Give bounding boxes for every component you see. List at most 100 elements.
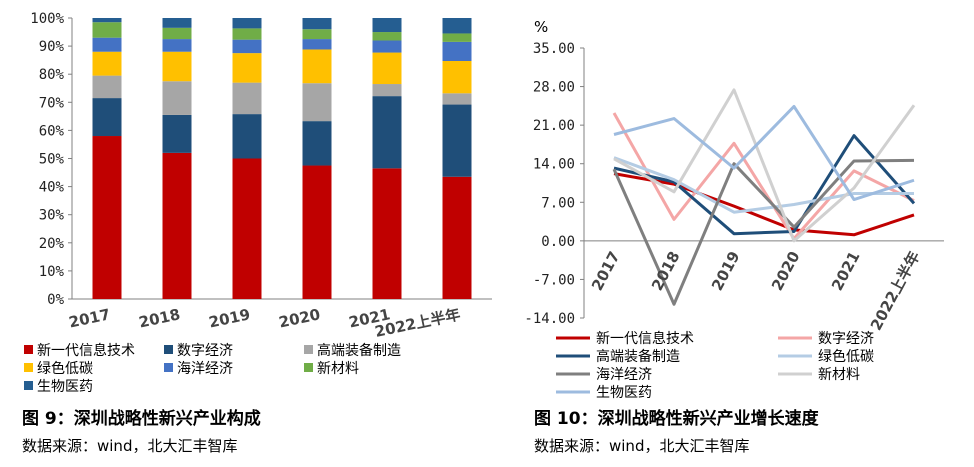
bar-segment xyxy=(302,121,332,166)
bar-segment xyxy=(302,29,332,40)
line-chart-caption: 图 10：深圳战略性新兴产业增长速度 xyxy=(534,408,820,429)
bar-y-tick-label: 30% xyxy=(39,208,65,224)
bar-segment xyxy=(162,18,192,28)
bar-y-tick-label: 60% xyxy=(39,123,65,139)
bar-segment xyxy=(442,60,472,94)
line-legend-label: 绿色低碳 xyxy=(818,348,874,365)
line-legend-label: 高端装备制造 xyxy=(596,348,680,365)
bar-y-tick-label: 0% xyxy=(47,292,64,308)
bar-legend-swatch xyxy=(164,363,173,372)
bar-legend-label: 高端装备制造 xyxy=(317,342,401,359)
bar-y-tick-label: 10% xyxy=(39,264,65,280)
bar-y-tick-label: 40% xyxy=(39,180,65,196)
bar-segment xyxy=(162,114,192,153)
bar-y-axis-ticks: 0% 10% 20% 30% 40% 50% 60% 70% 80% 90% 100% xyxy=(30,11,72,308)
bar-segment xyxy=(372,18,402,33)
bar-segment xyxy=(162,152,192,299)
bar-legend-swatch xyxy=(24,363,33,372)
bar-segment xyxy=(92,51,122,76)
bar-legend-label: 新一代信息技术 xyxy=(37,342,135,359)
bar-x-tick-label: 2018 xyxy=(137,305,182,331)
line-y-axis-ticks: 35.00 28.00 21.00 14.00 7.00 0.00 -7.00 -14.00 xyxy=(524,41,584,327)
bar-x-tick-label: 2020 xyxy=(277,305,322,331)
line-x-tick-label: 2019 xyxy=(708,248,743,293)
line-y-tick-label: -14.00 xyxy=(524,311,575,327)
bar-legend-swatch xyxy=(24,381,33,390)
bar-segment xyxy=(302,49,332,84)
bar-segment xyxy=(302,18,332,30)
bar-segment xyxy=(232,28,262,40)
bar-legend-swatch xyxy=(304,363,313,372)
line-chart: % 35.00 28.00 21.00 14.00 7.00 0.00 -7.00 -14.0… xyxy=(524,18,944,455)
bar-segment xyxy=(162,39,192,52)
bar-segment xyxy=(302,165,332,299)
bar-segment xyxy=(442,93,472,105)
stacked-bar-chart: 0% 10% 20% 30% 40% 50% 60% 70% 80% 90% 100% 2017 20… xyxy=(22,11,492,455)
bar-x-tick-label: 2017 xyxy=(67,305,112,331)
bar-segment xyxy=(442,33,472,42)
bar-segment xyxy=(92,18,122,23)
bar-segment xyxy=(302,83,332,122)
bar-segment xyxy=(162,81,192,115)
bar-y-tick-label: 80% xyxy=(39,67,65,83)
bar-y-tick-label: 50% xyxy=(39,152,65,168)
line-y-tick-label: 7.00 xyxy=(541,195,575,211)
bar-y-tick-label: 90% xyxy=(39,39,65,55)
bar-segment xyxy=(442,104,472,177)
bar-legend-swatch xyxy=(304,345,313,354)
bar-x-tick-label: 2019 xyxy=(207,305,252,331)
bar-segment xyxy=(372,84,402,97)
line-x-tick-label: 2021 xyxy=(828,248,863,293)
bar-chart-caption: 图 9：深圳战略性新兴产业构成 xyxy=(22,408,261,429)
line-y-tick-label: 21.00 xyxy=(533,118,575,134)
line-series-path xyxy=(613,104,915,202)
bar-series-group xyxy=(92,18,472,299)
bar-legend-label: 生物医药 xyxy=(37,379,93,395)
bar-segment xyxy=(92,75,122,99)
bar-segment xyxy=(232,39,262,54)
bar-segment xyxy=(162,51,192,82)
bar-segment xyxy=(442,18,472,34)
bar-segment xyxy=(232,158,262,299)
line-y-tick-label: 0.00 xyxy=(541,234,575,250)
bar-segment xyxy=(442,41,472,61)
bar-segment xyxy=(302,39,332,50)
bar-segment xyxy=(232,82,262,115)
line-series-path xyxy=(613,172,915,237)
line-series-path xyxy=(613,88,916,243)
line-x-tick-label: 2017 xyxy=(588,248,623,293)
line-series-path xyxy=(612,112,915,241)
bar-segment xyxy=(372,52,402,85)
bar-y-tick-label: 100% xyxy=(30,11,64,27)
bar-segment xyxy=(92,37,122,52)
bar-segment xyxy=(162,27,192,40)
line-series-path xyxy=(613,156,914,214)
line-series-group xyxy=(612,88,916,306)
bar-legend-label: 数字经济 xyxy=(177,343,233,359)
line-y-tick-label: 28.00 xyxy=(533,80,575,96)
bar-chart-source: 数据来源：wind，北大汇丰智库 xyxy=(22,437,237,455)
bar-y-tick-label: 20% xyxy=(39,236,65,252)
bar-legend-swatch xyxy=(164,345,173,354)
bar-segment xyxy=(372,40,402,53)
line-legend-label: 生物医药 xyxy=(596,385,652,401)
bar-segment xyxy=(372,32,402,41)
line-chart-source: 数据来源：wind，北大汇丰智库 xyxy=(534,437,749,455)
bar-segment xyxy=(92,22,122,38)
line-legend-label: 新一代信息技术 xyxy=(596,330,694,347)
line-legend-label: 数字经济 xyxy=(818,331,874,347)
bar-legend-label: 海洋经济 xyxy=(177,361,233,377)
line-chart-unit: % xyxy=(534,18,548,36)
line-y-tick-label: 14.00 xyxy=(533,157,575,173)
bar-legend-label: 新材料 xyxy=(317,361,359,377)
line-y-tick-label: -7.00 xyxy=(533,272,575,288)
line-legend-label: 海洋经济 xyxy=(596,367,652,383)
line-y-tick-label: 35.00 xyxy=(533,41,575,57)
bar-legend-label: 绿色低碳 xyxy=(37,360,93,377)
line-series-path xyxy=(613,134,916,236)
bar-segment xyxy=(232,114,262,159)
